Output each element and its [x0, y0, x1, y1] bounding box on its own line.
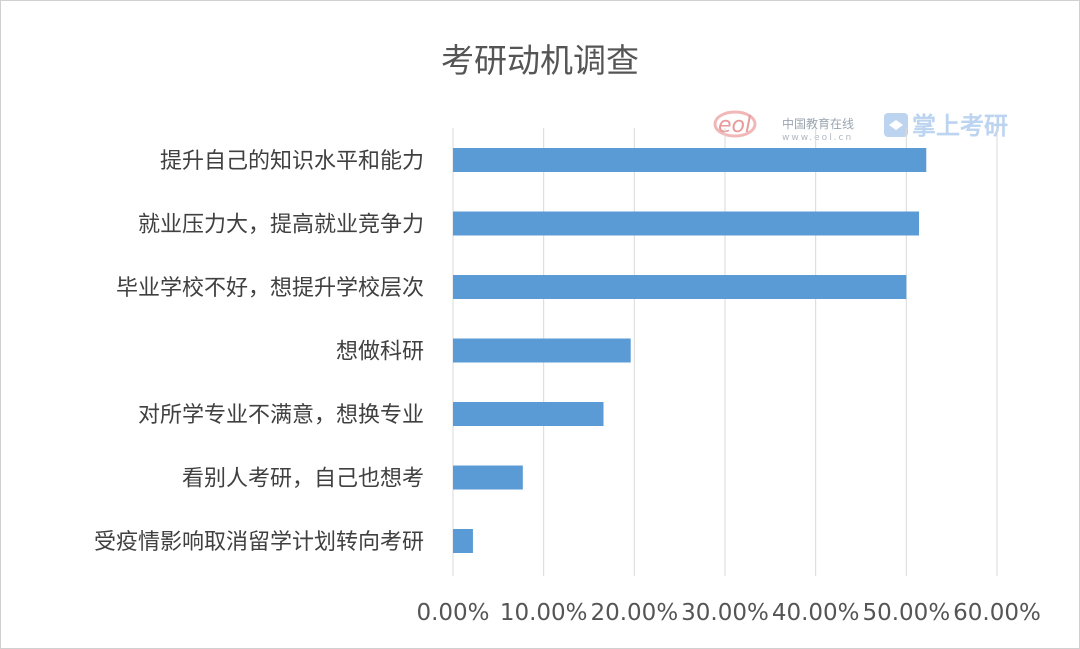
category-label: 毕业学校不好，想提升学校层次: [116, 276, 424, 301]
bar: [453, 529, 473, 553]
bars: [453, 148, 927, 553]
x-axis-tick-labels: 0.00% 10.00% 20.00% 30.00% 40.00% 50.00% 60.00…: [416, 600, 1040, 626]
bar: [453, 275, 907, 299]
bar: [453, 211, 920, 236]
bar: [453, 148, 927, 172]
x-tick-label: 40.00%: [772, 600, 860, 626]
bar: [453, 402, 604, 426]
gridlines: [452, 128, 998, 576]
eol-logo: eol: [713, 110, 757, 138]
x-tick-label: 10.00%: [500, 600, 588, 626]
eol-logo-text: eol: [718, 113, 751, 138]
eol-site-name: 中国教育在线: [782, 116, 854, 131]
x-tick-label: 50.00%: [862, 600, 950, 626]
category-label: 就业压力大，提高就业竞争力: [138, 213, 424, 238]
category-label: 看别人考研，自己也想考: [182, 467, 424, 492]
category-label: 受疫情影响取消留学计划转向考研: [94, 530, 424, 555]
chart-title: 考研动机调查: [441, 41, 639, 80]
category-label: 对所学专业不满意，想换专业: [138, 403, 424, 428]
brand-name: 掌上考研: [912, 112, 1008, 140]
x-tick-label: 0.00%: [416, 600, 489, 626]
bar: [453, 465, 523, 490]
x-tick-label: 60.00%: [953, 600, 1041, 626]
x-tick-label: 30.00%: [681, 600, 769, 626]
bar: [453, 338, 631, 363]
category-label: 想做科研: [336, 340, 424, 365]
category-labels: 提升自己的知识水平和能力就业压力大，提高就业竞争力毕业学校不好，想提升学校层次想…: [94, 149, 424, 555]
x-tick-label: 20.00%: [590, 600, 678, 626]
brand-logo-icon: [884, 113, 908, 137]
eol-site-url: www.eol.cn: [782, 133, 853, 143]
category-label: 提升自己的知识水平和能力: [160, 149, 424, 174]
watermark: eol 中国教育在线 www.eol.cn 掌上考研: [713, 110, 1008, 143]
